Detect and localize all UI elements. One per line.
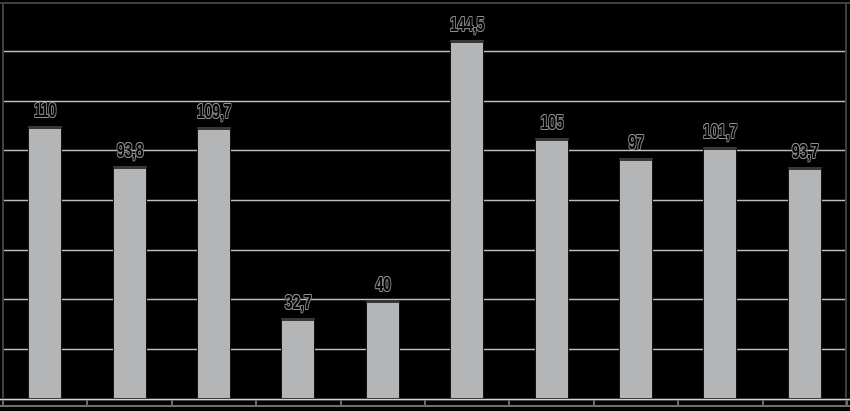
bar <box>281 317 316 401</box>
x-axis-tick <box>170 400 173 407</box>
bar-value-label: 93,7 <box>791 140 819 163</box>
gridline <box>3 298 847 302</box>
bar <box>703 146 738 401</box>
x-axis-tick <box>339 400 342 407</box>
bar <box>534 138 569 401</box>
x-axis-tick <box>2 400 4 407</box>
bar-value-label: 109,7 <box>196 100 232 123</box>
gridline <box>3 99 847 103</box>
gridline <box>3 50 847 54</box>
x-axis-tick <box>508 400 511 407</box>
gridline <box>3 149 847 153</box>
x-axis-tick <box>592 400 595 407</box>
bar <box>450 40 485 401</box>
bar <box>197 126 231 401</box>
bar <box>28 126 63 401</box>
bar-value-label: 105 <box>540 112 564 135</box>
bar <box>365 299 400 401</box>
x-axis-tick <box>424 400 426 407</box>
bar <box>787 166 822 401</box>
bar-value-label: 101,7 <box>703 120 738 143</box>
x-axis-tick <box>677 400 680 407</box>
x-axis-tick <box>86 400 89 407</box>
bar <box>112 166 147 401</box>
gridline <box>3 199 847 202</box>
bar-value-label: 97 <box>628 132 644 155</box>
gridline <box>3 248 847 252</box>
plot-left-border <box>2 2 4 407</box>
plot-right-border <box>845 2 847 407</box>
bar-value-label: 110 <box>34 100 57 123</box>
bar-value-label: 40 <box>375 273 391 296</box>
x-axis-tick <box>255 400 258 407</box>
bar-value-label: 32,7 <box>285 291 312 314</box>
bar-value-label: 93,8 <box>116 140 143 163</box>
x-axis-line <box>0 398 850 401</box>
x-axis-tick <box>761 400 764 407</box>
bar <box>619 158 653 401</box>
x-axis-tick <box>846 400 848 407</box>
gridline <box>3 347 847 351</box>
bar-value-label: 144,5 <box>450 14 485 37</box>
plot-top-border <box>0 1 850 4</box>
